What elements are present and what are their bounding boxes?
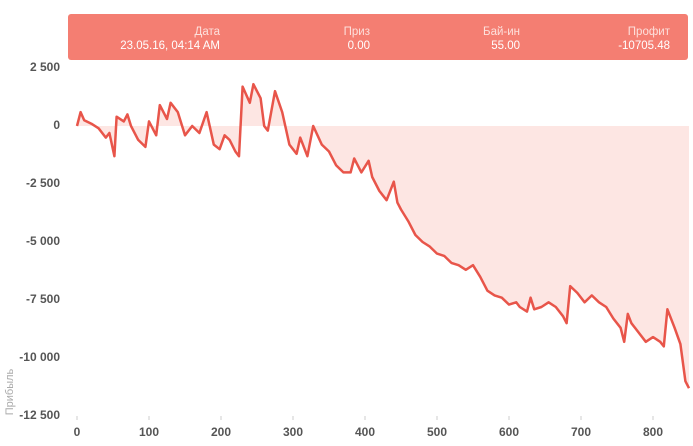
x-tick-label: 300 [283,425,303,439]
y-tick-label: -7 500 [26,292,60,306]
x-tick-label: 0 [74,425,81,439]
y-tick-label: -10 000 [19,350,60,364]
y-tick-label: 2 500 [30,60,60,74]
tooltip-label: Профит [627,26,670,38]
x-tick-label: 100 [139,425,159,439]
tooltip-value: 55.00 [491,40,520,52]
x-tick-label: 500 [427,425,447,439]
area [77,84,689,389]
x-tick-label: 200 [211,425,231,439]
tooltip-value: 23.05.16, 04:14 AM [120,40,220,52]
y-tick-label: -12 500 [19,408,60,422]
tooltip-header: Дата 23.05.16, 04:14 AM Приз 0.00 Бай-ин 55.0… [68,14,688,60]
line [75,82,691,389]
tooltip-column: Дата 23.05.16, 04:14 AM [120,25,220,53]
x-tick-label: 800 [643,425,663,439]
x-tick-label: 400 [355,425,375,439]
tooltip-label: Бай-ин [483,26,520,38]
y-tick-label: -2 500 [26,176,60,190]
tooltip-value: 0.00 [347,40,370,52]
tooltip-label: Приз [343,26,370,38]
y-tick-label: -5 000 [26,234,60,248]
tooltip-value: -10705.48 [618,40,670,52]
y-tick-label: 0 [53,118,60,132]
y-axis-label: Прибыль [4,368,16,415]
x-tick-label: 700 [571,425,591,439]
tooltip-label: Дата [194,26,220,38]
tooltip-column: Профит -10705.48 [618,25,670,53]
tooltip-column: Приз 0.00 [344,25,370,53]
x-tick-label: 600 [499,425,519,439]
tooltip-column: Бай-ин 55.00 [483,25,520,53]
